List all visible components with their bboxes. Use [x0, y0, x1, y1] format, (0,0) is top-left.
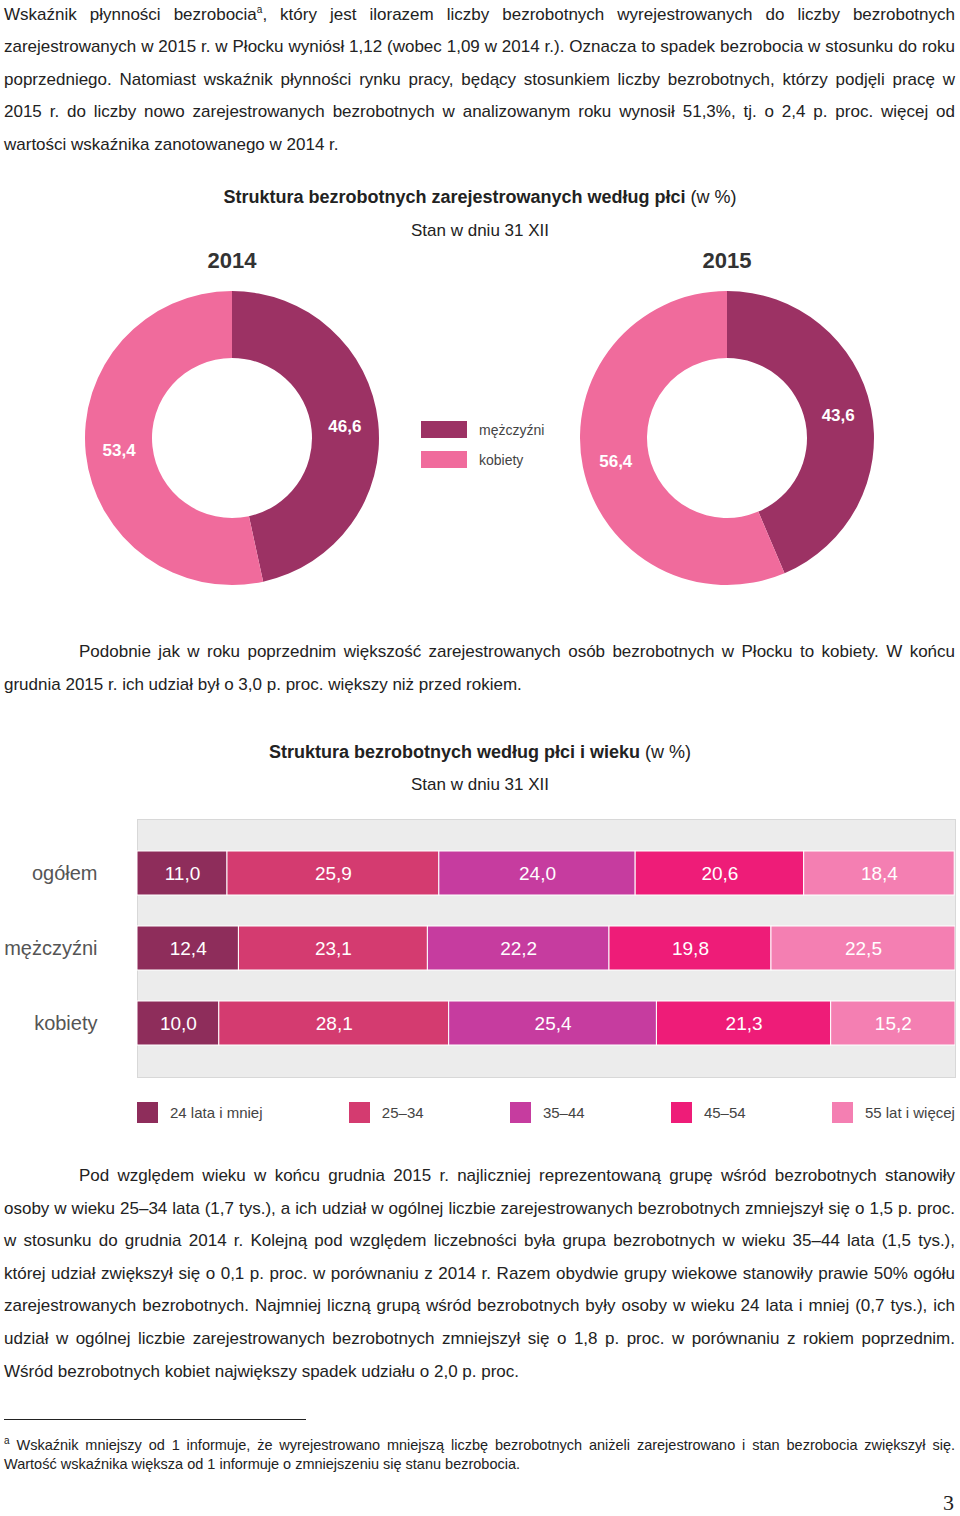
svg-text:15,2: 15,2	[875, 1013, 912, 1034]
html-text:24 lata i mniej: 24 lata i mniej	[170, 1104, 263, 1121]
html-text:aWskaźnik mniejszy od 1 inform: aWskaźnik mniejszy od 1 informuje, że wy…	[4, 1435, 955, 1472]
svg-text:25,9: 25,9	[315, 863, 352, 884]
html-text:35–44: 35–44	[542, 1104, 585, 1121]
svg-text:43,6: 43,6	[822, 406, 855, 425]
svg-text:18,4: 18,4	[861, 863, 898, 884]
svg-text:kobiety: kobiety	[34, 1012, 97, 1034]
html-text:Pod względem wieku w końcu gru: Pod względem wieku w końcu grudnia 2015 …	[4, 1166, 955, 1381]
html-text:2015: 2015	[702, 248, 752, 273]
html-text:Podobnie jak w roku poprzednim: Podobnie jak w roku poprzednim większość…	[4, 642, 955, 694]
html-text:45–54: 45–54	[703, 1104, 746, 1121]
svg-text:10,0: 10,0	[160, 1013, 197, 1034]
svg-text:24,0: 24,0	[519, 863, 556, 884]
svg-text:22,2: 22,2	[500, 938, 537, 959]
svg-text:12,4: 12,4	[170, 938, 207, 959]
html-text:Struktura bezrobotnych zarejes: Struktura bezrobotnych zarejestrowanych …	[223, 187, 737, 207]
html-text:Struktura bezrobotnych według: Struktura bezrobotnych według płci i wie…	[269, 742, 691, 762]
html-text:55 lat i więcej: 55 lat i więcej	[864, 1104, 955, 1121]
svg-text:46,6: 46,6	[328, 417, 361, 436]
html-text:kobiety: kobiety	[479, 451, 524, 468]
svg-text:21,3: 21,3	[726, 1013, 763, 1034]
svg-text:28,1: 28,1	[316, 1013, 353, 1034]
svg-text:19,8: 19,8	[672, 938, 709, 959]
svg-text:22,5: 22,5	[845, 938, 882, 959]
svg-text:11,0: 11,0	[165, 863, 201, 884]
html-text:2014: 2014	[207, 248, 257, 273]
html-text:Wskaźnik płynności bezrobociaa: Wskaźnik płynności bezrobociaa, który je…	[4, 4, 955, 154]
svg-text:53,4: 53,4	[103, 441, 137, 460]
html-text:Stan w dniu 31 XII: Stan w dniu 31 XII	[411, 775, 549, 794]
svg-text:20,6: 20,6	[701, 863, 738, 884]
svg-text:mężczyźni: mężczyźni	[4, 937, 97, 959]
svg-text:23,1: 23,1	[315, 938, 352, 959]
html-text:25–34: 25–34	[381, 1104, 424, 1121]
html-text:Stan w dniu 31 XII: Stan w dniu 31 XII	[411, 221, 549, 240]
svg-text:25,4: 25,4	[535, 1013, 572, 1034]
html-text:mężczyźni: mężczyźni	[479, 421, 545, 438]
svg-text:ogółem: ogółem	[32, 862, 98, 884]
svg-text:56,4: 56,4	[599, 452, 633, 471]
html-text:3: 3	[943, 1490, 954, 1515]
